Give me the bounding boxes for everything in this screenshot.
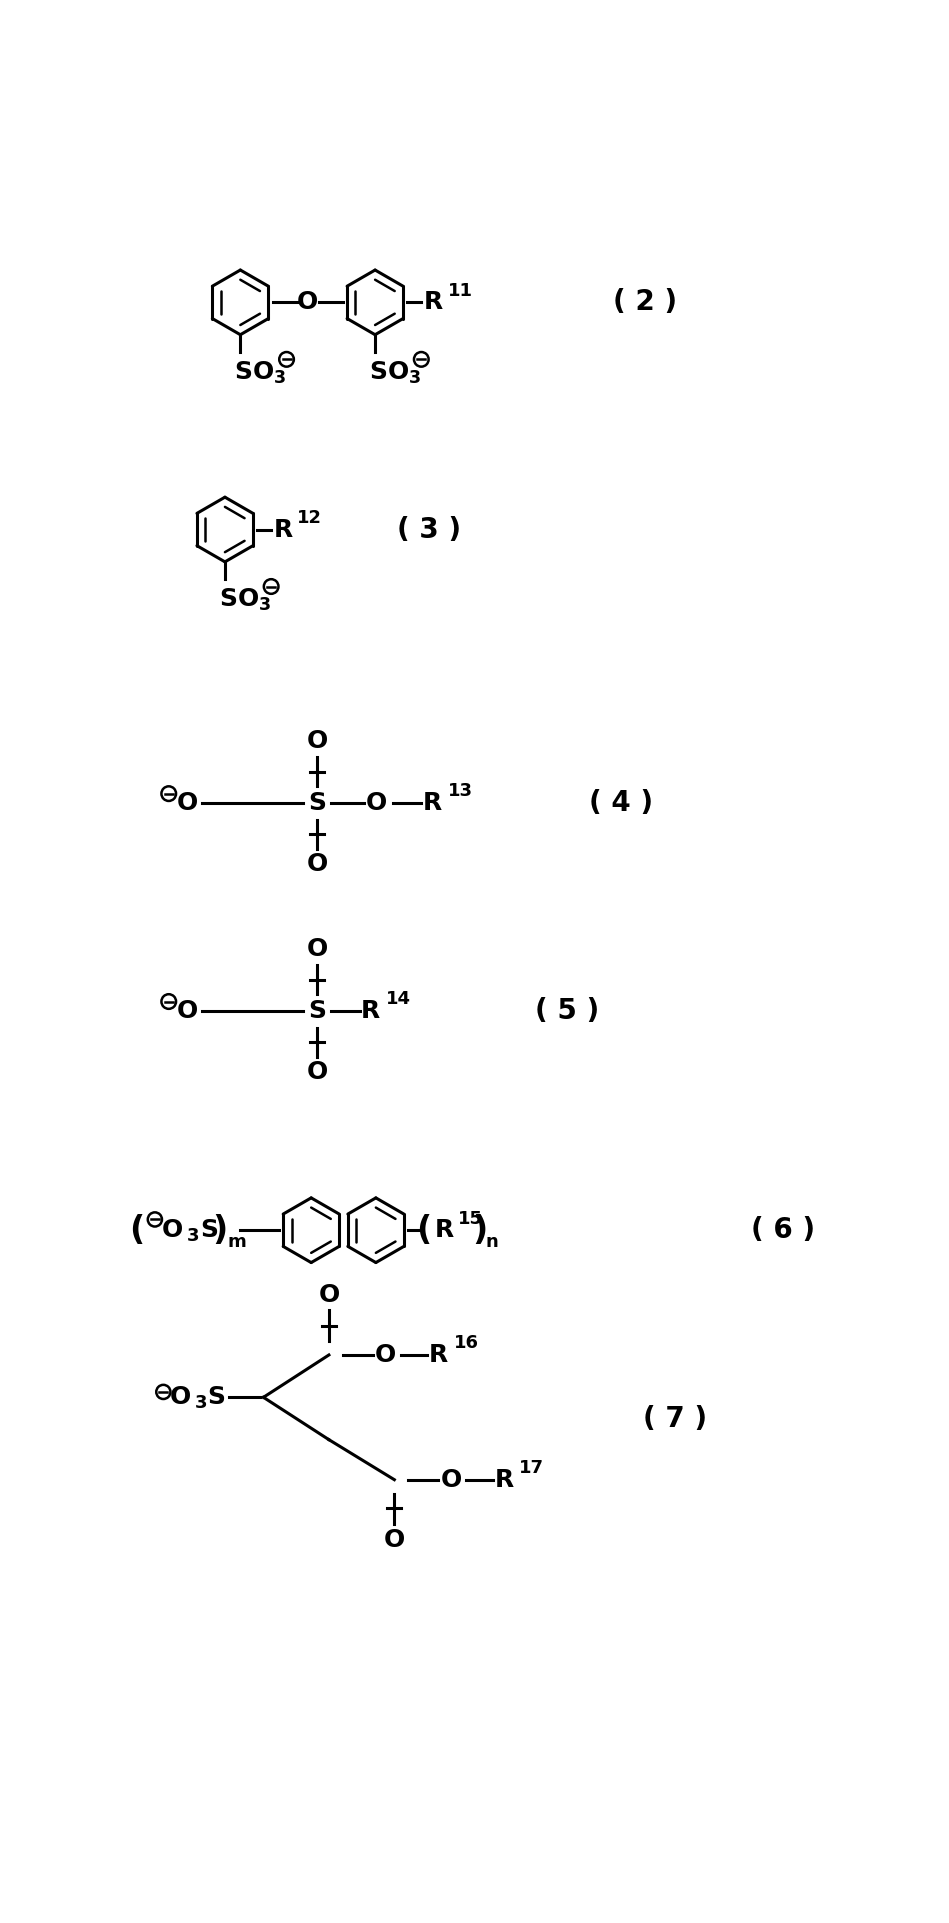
Text: O: O (440, 1467, 462, 1492)
Text: $\mathregular{SO_3}$: $\mathregular{SO_3}$ (234, 360, 287, 387)
Text: 11: 11 (448, 283, 473, 300)
Text: 17: 17 (519, 1460, 544, 1477)
Text: n: n (485, 1233, 498, 1250)
Text: 3: 3 (187, 1227, 199, 1246)
Text: ): ) (212, 1213, 227, 1246)
Text: 13: 13 (448, 783, 473, 800)
Text: O: O (307, 852, 328, 877)
Text: R: R (436, 1217, 455, 1242)
Text: S: S (308, 790, 326, 815)
Text: O: O (318, 1283, 340, 1308)
Text: ): ) (473, 1213, 488, 1246)
Text: S: S (308, 998, 326, 1023)
Text: R: R (429, 1342, 448, 1367)
Text: ( 7 ): ( 7 ) (643, 1406, 707, 1433)
Text: ( 5 ): ( 5 ) (535, 996, 600, 1025)
Text: O: O (162, 1217, 183, 1242)
Text: ( 3 ): ( 3 ) (397, 515, 461, 544)
Text: m: m (227, 1233, 246, 1250)
Text: $\mathregular{SO_3}$: $\mathregular{SO_3}$ (369, 360, 421, 387)
Text: O: O (307, 729, 328, 754)
Text: R: R (494, 1467, 513, 1492)
Text: O: O (307, 1060, 328, 1085)
Text: 14: 14 (386, 990, 411, 1008)
Text: R: R (423, 290, 443, 313)
Text: 3: 3 (195, 1394, 208, 1413)
Text: O: O (177, 790, 197, 815)
Text: R: R (362, 998, 381, 1023)
Text: S: S (207, 1385, 225, 1410)
Text: O: O (307, 937, 328, 962)
Text: ( 6 ): ( 6 ) (752, 1215, 815, 1244)
Text: O: O (375, 1342, 397, 1367)
Text: R: R (273, 517, 292, 542)
Text: ( 2 ): ( 2 ) (612, 288, 677, 317)
Text: R: R (423, 790, 442, 815)
Text: (: ( (416, 1213, 431, 1246)
Text: S: S (200, 1217, 218, 1242)
Text: O: O (383, 1527, 405, 1552)
Text: 15: 15 (458, 1210, 483, 1227)
Text: O: O (366, 790, 387, 815)
Text: 16: 16 (454, 1335, 478, 1352)
Text: O: O (297, 290, 318, 313)
Text: 12: 12 (297, 510, 323, 527)
Text: O: O (170, 1385, 191, 1410)
Text: $\mathregular{SO_3}$: $\mathregular{SO_3}$ (219, 587, 271, 613)
Text: ( 4 ): ( 4 ) (589, 788, 654, 817)
Text: (: ( (129, 1213, 144, 1246)
Text: O: O (177, 998, 197, 1023)
